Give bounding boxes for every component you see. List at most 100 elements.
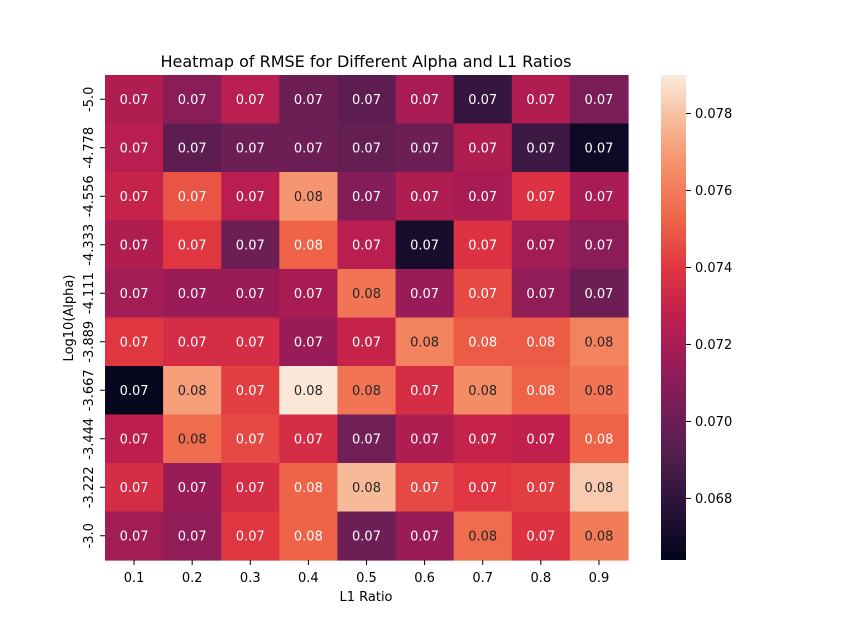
cell-label: 0.07 (120, 141, 149, 156)
heatmap-cell (163, 463, 222, 513)
cell-label: 0.07 (410, 93, 439, 108)
heatmap-cell (511, 463, 571, 513)
cell-label: 0.07 (584, 238, 613, 253)
y-tick-label: -5.0 (82, 87, 97, 112)
x-tick-label: 0.7 (472, 571, 493, 586)
x-axis-ticks: 0.1 0.2 0.3 0.4 0.5 0.6 0.7 0.8 0.9 (124, 560, 610, 586)
cell-label: 0.07 (410, 141, 439, 156)
cell-label: 0.07 (526, 287, 555, 302)
y-tick-label: -4.111 (82, 272, 97, 314)
cell-label: 0.07 (178, 190, 207, 205)
cell-label: 0.07 (410, 238, 439, 253)
cell-label: 0.07 (352, 335, 381, 350)
cell-label: 0.07 (352, 529, 381, 544)
cell-label: 0.07 (584, 287, 613, 302)
cell-label: 0.08 (294, 529, 323, 544)
cell-label: 0.08 (584, 335, 613, 350)
heatmap-cell (279, 317, 339, 367)
cell-label: 0.07 (526, 190, 555, 205)
heatmap-cell (395, 172, 455, 222)
x-tick-label: 0.9 (589, 571, 610, 586)
y-tick-label: -3.444 (82, 418, 97, 460)
cell-label: 0.08 (294, 190, 323, 205)
cell-label: 0.07 (120, 335, 149, 350)
heatmap-cell (395, 75, 455, 125)
cell-label: 0.07 (294, 287, 323, 302)
y-axis-ticks: -5.0 -4.778 -4.556 -4.333 -4.111 -3.889 -3.667… (82, 87, 105, 548)
colorbar-tick-label: 0.070 (695, 415, 732, 430)
cell-label: 0.07 (120, 529, 149, 544)
heatmap-cell (279, 414, 339, 464)
x-tick-label: 0.4 (298, 571, 319, 586)
heatmap-cell (279, 463, 339, 513)
heatmap-cell (105, 172, 164, 222)
heatmap-cell (569, 269, 629, 319)
heatmap-cell (279, 75, 339, 125)
heatmap-cell (105, 220, 164, 270)
heatmap-cell (221, 172, 280, 222)
cell-label: 0.08 (294, 481, 323, 496)
cell-label: 0.07 (178, 93, 207, 108)
heatmap-cell (569, 220, 629, 270)
heatmap-cell (569, 414, 629, 464)
heatmap-cell (221, 75, 280, 125)
heatmap-cell (221, 269, 280, 319)
cell-label: 0.07 (178, 529, 207, 544)
heatmap-cell (105, 463, 164, 513)
cell-label: 0.07 (236, 529, 265, 544)
cell-label: 0.07 (468, 141, 497, 156)
heatmap-cells (105, 75, 629, 561)
heatmap-cell (511, 317, 571, 367)
y-tick-label: -4.333 (82, 224, 97, 266)
heatmap-cell (279, 269, 339, 319)
heatmap-cell (105, 366, 164, 416)
cell-label: 0.08 (584, 529, 613, 544)
heatmap-cell (395, 463, 455, 513)
heatmap-cell (105, 269, 164, 319)
heatmap-cell (395, 269, 455, 319)
cell-label: 0.07 (468, 190, 497, 205)
cell-label: 0.07 (584, 141, 613, 156)
cell-label: 0.07 (178, 481, 207, 496)
cell-label: 0.07 (410, 529, 439, 544)
cell-label: 0.07 (584, 190, 613, 205)
colorbar-tick-label: 0.074 (695, 261, 732, 276)
cell-label: 0.08 (584, 384, 613, 399)
cell-labels: 0.07 0.07 0.07 0.07 0.07 0.07 0.07 0.07 0.07 0.07… (120, 93, 614, 545)
y-tick-label: -4.778 (82, 127, 97, 169)
heatmap-cell (395, 220, 455, 270)
heatmap-cell (337, 463, 397, 513)
heatmap-cell (279, 511, 339, 561)
heatmap-cell (221, 220, 280, 270)
cell-label: 0.07 (236, 335, 265, 350)
heatmap-cell (279, 366, 339, 416)
heatmap-cell (337, 269, 397, 319)
cell-label: 0.08 (468, 529, 497, 544)
colorbar-ticks: 0.068 0.070 0.072 0.074 0.076 0.078 (686, 107, 732, 507)
x-tick-label: 0.1 (124, 571, 145, 586)
cell-label: 0.07 (352, 432, 381, 447)
heatmap-cell (511, 269, 571, 319)
cell-label: 0.07 (120, 238, 149, 253)
heatmap-cell (395, 123, 455, 173)
heatmap-cell (569, 123, 629, 173)
heatmap-cell (105, 123, 164, 173)
heatmap-cell (453, 463, 513, 513)
heatmap-cell (221, 366, 280, 416)
heatmap-cell (337, 511, 397, 561)
cell-label: 0.07 (410, 190, 439, 205)
colorbar-tick-label: 0.078 (695, 107, 732, 122)
heatmap-cell (105, 414, 164, 464)
heatmap-cell (163, 75, 222, 125)
colorbar-tick-label: 0.068 (695, 492, 732, 507)
heatmap-cell (163, 414, 222, 464)
heatmap-cell (569, 463, 629, 513)
cell-label: 0.07 (294, 93, 323, 108)
heatmap-cell (163, 366, 222, 416)
cell-label: 0.07 (468, 481, 497, 496)
cell-label: 0.07 (120, 432, 149, 447)
heatmap-cell (511, 366, 571, 416)
x-tick-label: 0.5 (356, 571, 377, 586)
heatmap-cell (337, 220, 397, 270)
